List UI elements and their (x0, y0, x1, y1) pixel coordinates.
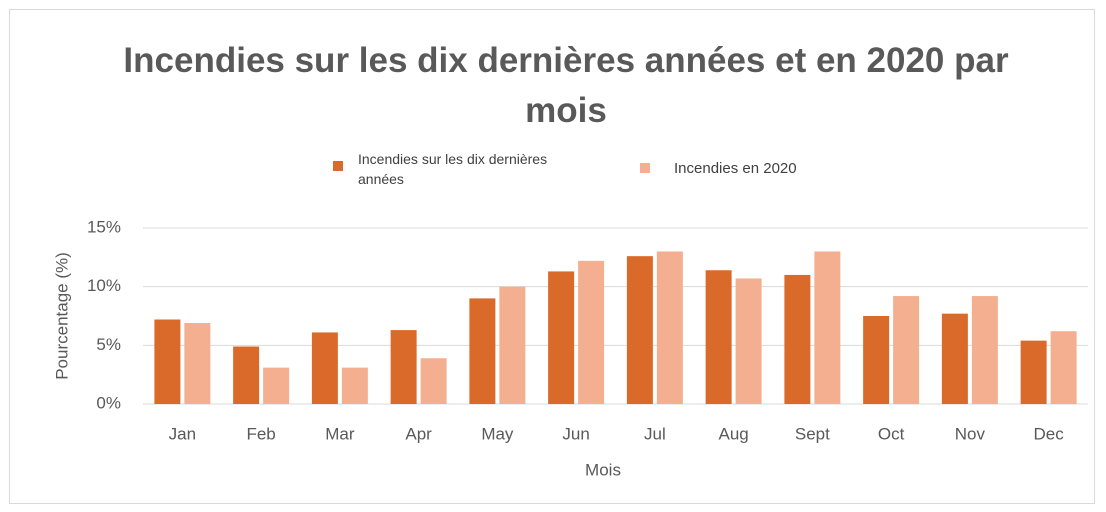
bar (656, 251, 683, 404)
bar (469, 298, 496, 404)
x-tick-label: Aug (719, 424, 749, 443)
bar (1050, 331, 1077, 404)
bar (705, 270, 732, 404)
bar (735, 278, 762, 404)
x-tick-label: Jul (644, 424, 666, 443)
x-tick-label: Jun (562, 424, 589, 443)
bar (390, 330, 417, 404)
y-tick-label: 5% (96, 335, 121, 354)
bar (626, 256, 653, 404)
x-tick-label: Mar (325, 424, 355, 443)
y-tick-label: 15% (87, 217, 121, 236)
bar (578, 260, 605, 404)
bar (420, 358, 447, 404)
bar (814, 251, 841, 404)
bar (499, 286, 526, 404)
bar (1020, 340, 1047, 404)
bar (941, 313, 968, 404)
bar (971, 296, 998, 404)
x-axis-label: Mois (585, 460, 621, 479)
x-tick-label: Jan (169, 424, 196, 443)
y-tick-label: 0% (96, 393, 121, 412)
y-axis-label: Pourcentage (%) (52, 252, 71, 380)
legend-swatch (333, 161, 343, 171)
bar (184, 323, 211, 404)
chart-frame (9, 9, 1095, 504)
bar (263, 367, 290, 404)
x-tick-label: Oct (878, 424, 905, 443)
legend-label: Incendies sur les dix dernières années (358, 151, 548, 187)
bar (233, 346, 260, 404)
legend-label: Incendies en 2020 (674, 160, 797, 177)
bar (311, 332, 338, 404)
bar (341, 367, 368, 404)
legend-swatch (640, 163, 650, 173)
bar (548, 271, 575, 404)
bar (863, 316, 890, 404)
bar (893, 296, 920, 404)
x-tick-label: May (481, 424, 514, 443)
x-tick-label: Nov (955, 424, 986, 443)
x-tick-label: Feb (246, 424, 275, 443)
y-tick-label: 10% (87, 276, 121, 295)
chart-title: Incendies sur les dix dernières années e… (123, 41, 1009, 130)
bar (154, 319, 181, 404)
x-tick-label: Dec (1034, 424, 1065, 443)
bar (784, 274, 811, 404)
x-tick-label: Apr (405, 424, 432, 443)
x-tick-label: Sept (795, 424, 830, 443)
